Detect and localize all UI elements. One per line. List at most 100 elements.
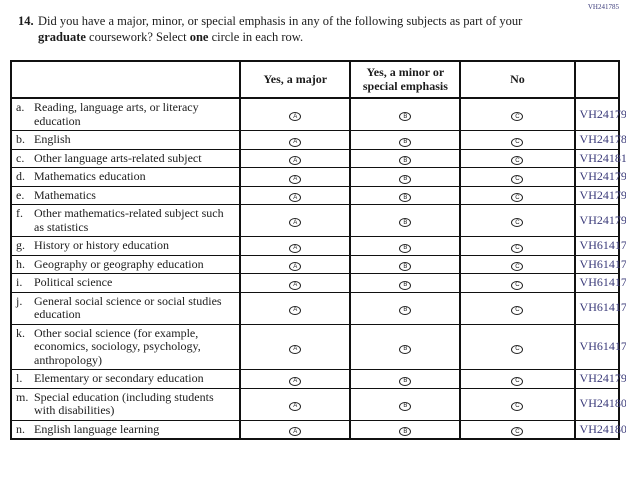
row-letter: a. [16,100,25,114]
bubble-minor[interactable]: B [399,137,412,147]
bubble-minor[interactable]: B [399,156,412,165]
table-row: b. English A B C VH241789 [9,130,626,150]
row-code: VH241789 [573,130,626,150]
bubble-minor[interactable]: B [399,243,412,253]
row-letter: b. [16,132,25,146]
bubble-no[interactable]: C [511,401,524,411]
row-label: Mathematics education [34,169,146,183]
row-letter: h. [16,256,25,271]
row-letter: m. [16,389,29,404]
row-label: History or history education [34,238,169,252]
row-code: VH241791 [573,97,626,131]
bubble-major[interactable]: A [289,344,302,354]
bubble-major[interactable]: A [289,137,302,147]
question-number: 14. [18,14,34,28]
table-row: a. Reading, language arts, or literacy ed… [9,97,626,131]
row-letter: e. [16,187,25,202]
bubble-no[interactable]: C [511,218,524,228]
row-letter: d. [16,169,25,183]
bubble-major[interactable]: A [289,156,302,165]
row-label: English [34,132,71,146]
row-code: VH241810 [573,148,626,168]
bubble-minor[interactable]: B [399,262,412,271]
row-code: VH241794 [573,204,626,237]
table-row: i. Political science A B C VH614173 [9,273,626,293]
bubble-major[interactable]: A [289,427,302,436]
bubble-minor[interactable]: B [399,174,412,184]
row-letter: i. [16,275,23,289]
row-code: VH614175 [573,323,626,370]
bubble-no[interactable]: C [511,376,524,386]
row-letter: n. [16,421,25,436]
row-code: VH614173 [573,273,626,293]
row-letter: g. [16,238,25,252]
row-code: VH614174 [573,291,626,325]
table-row: g. History or history education A B C VH6… [9,236,626,256]
bubble-no[interactable]: C [511,193,524,202]
bubble-no[interactable]: C [511,280,524,290]
bubble-no[interactable]: C [511,344,524,354]
bubble-major[interactable]: A [289,262,302,271]
row-code: VH614172 [573,254,626,274]
bubble-major[interactable]: A [289,305,302,315]
question: 14. Did you have a major, minor, or spec… [18,13,553,45]
bubble-no[interactable]: C [511,156,524,165]
bubble-minor[interactable]: B [399,280,412,290]
row-code: VH241808 [573,419,626,440]
bubble-major[interactable]: A [289,174,302,184]
bubble-no[interactable]: C [511,243,524,253]
header-yes-major: Yes, a major [239,60,352,99]
table-row: h. Geography or geography education A B C… [9,254,626,274]
bubble-minor[interactable]: B [399,401,412,411]
header-subject [9,60,242,99]
bubble-no[interactable]: C [511,262,524,271]
bubble-no[interactable]: C [511,174,524,184]
header-no: No [459,60,576,99]
bubble-major[interactable]: A [289,401,302,411]
bubble-major[interactable]: A [289,243,302,253]
bubble-major[interactable]: A [289,376,302,386]
table-row: j. General social science or social studi… [9,291,626,325]
table-row: n. English language learning A B C VH2418… [9,419,626,440]
bubble-minor[interactable]: B [399,193,412,202]
bubble-no[interactable]: C [511,137,524,147]
bubble-major[interactable]: A [289,112,302,122]
row-code: VH241793 [573,185,626,205]
header-yes-minor: Yes, a minor or special emphasis [349,60,462,99]
form-code: VH241785 [587,3,619,11]
bubble-minor[interactable]: B [399,305,412,315]
row-letter: l. [16,371,23,385]
bubble-major[interactable]: A [289,280,302,290]
bubble-no[interactable]: C [511,427,524,436]
bubble-minor[interactable]: B [399,376,412,386]
bubble-minor[interactable]: B [399,427,412,436]
row-label: Elementary or secondary education [34,371,204,385]
bubble-major[interactable]: A [289,193,302,202]
bubble-minor[interactable]: B [399,218,412,228]
row-letter: c. [16,150,25,165]
table-row: f. Other mathematics-related subject such… [9,204,626,237]
row-label: Mathematics [34,187,96,202]
bubble-minor[interactable]: B [399,112,412,122]
row-code: VH614171 [573,236,626,256]
row-label: Other mathematics-related subject such a… [34,206,224,234]
row-code: VH241792 [573,167,626,187]
row-label: Reading, language arts, or literacy educ… [34,100,199,128]
table-row: e. Mathematics A B C VH241793 [9,185,626,205]
response-table: Yes, a major Yes, a minor or special emp… [9,60,626,440]
bubble-major[interactable]: A [289,218,302,228]
row-code: VH241797 [573,369,626,389]
table-row: c. Other language arts-related subject A … [9,148,626,168]
row-letter: k. [16,325,25,340]
table-row: d. Mathematics education A B C VH241792 [9,167,626,187]
bubble-minor[interactable]: B [399,344,412,354]
bubble-no[interactable]: C [511,112,524,122]
bubble-no[interactable]: C [511,305,524,315]
row-label: Special education (including students wi… [34,389,214,417]
row-label: Other language arts-related subject [34,150,202,165]
row-letter: f. [16,206,23,220]
header-code [573,60,621,99]
row-label: English language learning [34,421,160,436]
row-label: Political science [34,275,113,289]
